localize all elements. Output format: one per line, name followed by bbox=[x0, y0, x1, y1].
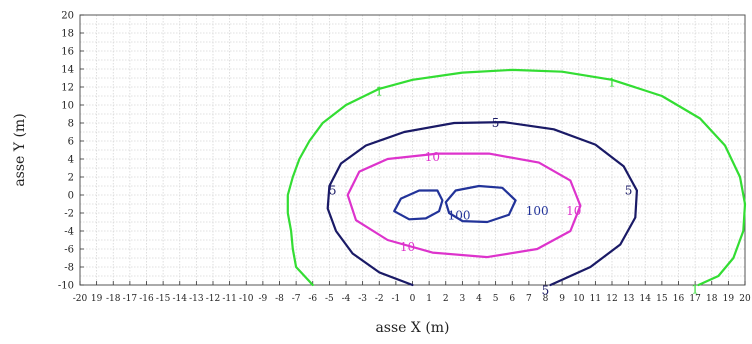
contour-labels: 1 1 1 5 5 5 5 10 10 10 100 100 bbox=[329, 76, 699, 298]
x-tick-label: 6 bbox=[509, 294, 515, 304]
x-tick-label: -17 bbox=[123, 294, 138, 304]
contour-label: 1 bbox=[375, 85, 383, 99]
x-tick-label: -3 bbox=[358, 294, 367, 304]
contour-label: 100 bbox=[526, 204, 549, 218]
contour-line-5 bbox=[444, 184, 517, 224]
x-tick-label: 13 bbox=[623, 294, 635, 304]
contour-line-4 bbox=[393, 189, 444, 221]
x-tick-label: -6 bbox=[308, 294, 317, 304]
x-tick-label: 15 bbox=[656, 294, 668, 304]
contour-line-1 bbox=[286, 68, 747, 287]
y-tick-label: 8 bbox=[68, 119, 74, 130]
y-tick-label: 2 bbox=[68, 173, 74, 184]
y-tick-label: 12 bbox=[61, 83, 74, 94]
x-tick-label: 12 bbox=[606, 294, 617, 304]
y-tick-label: 6 bbox=[68, 137, 74, 148]
contour-label: 10 bbox=[425, 150, 440, 164]
x-tick-label: 1 bbox=[426, 294, 432, 304]
y-tick-label: -10 bbox=[58, 281, 74, 292]
x-tick-label: 20 bbox=[739, 294, 751, 304]
contour-line-2 bbox=[326, 121, 638, 287]
x-tick-label: -12 bbox=[206, 294, 221, 304]
x-tick-label: 19 bbox=[723, 294, 735, 304]
contour-label: 1 bbox=[691, 283, 699, 297]
y-tick-label: 20 bbox=[61, 11, 74, 22]
y-tick-label: 4 bbox=[68, 155, 74, 166]
x-tick-label: 11 bbox=[590, 294, 601, 304]
y-tick-label: 10 bbox=[61, 101, 74, 112]
y-tick-label: 16 bbox=[61, 47, 74, 58]
contour-label: 5 bbox=[542, 283, 550, 297]
x-tick-label: 9 bbox=[559, 294, 565, 304]
x-tick-label: -10 bbox=[239, 294, 254, 304]
x-tick-label: 10 bbox=[573, 294, 585, 304]
y-tick-label: 18 bbox=[61, 29, 74, 40]
contour-label: 5 bbox=[625, 184, 633, 198]
x-tick-label: 0 bbox=[410, 294, 416, 304]
x-tick-label: -4 bbox=[342, 294, 351, 304]
x-tick-label: -9 bbox=[258, 294, 267, 304]
y-tick-label: -8 bbox=[64, 263, 74, 274]
y-axis-title: asse Y (m) bbox=[12, 113, 28, 186]
y-tick-label: -2 bbox=[64, 209, 74, 220]
y-tick-label: 14 bbox=[61, 65, 74, 76]
x-tick-label: 7 bbox=[526, 294, 532, 304]
x-tick-label: -11 bbox=[222, 294, 237, 304]
contour-label: 5 bbox=[329, 184, 337, 198]
y-tick-label: 0 bbox=[68, 191, 74, 202]
x-tick-label: 19 bbox=[91, 294, 103, 304]
x-axis-title: asse X (m) bbox=[375, 320, 449, 336]
contour-label: 5 bbox=[492, 116, 500, 130]
contour-line-3 bbox=[346, 152, 582, 259]
x-tick-label: -16 bbox=[139, 294, 154, 304]
contour-label: 100 bbox=[448, 209, 471, 223]
x-tick-label: -8 bbox=[275, 294, 284, 304]
x-tick-label: 17 bbox=[689, 294, 701, 304]
x-tick-label: -15 bbox=[156, 294, 171, 304]
x-tick-label: -7 bbox=[292, 294, 301, 304]
contour-lines bbox=[286, 68, 747, 287]
x-tick-label: 16 bbox=[673, 294, 685, 304]
x-tick-label: -13 bbox=[189, 294, 204, 304]
x-tick-label: 14 bbox=[640, 294, 652, 304]
x-tick-label: 2 bbox=[443, 294, 449, 304]
tick-labels: -20 19 -18 -17 -16 -15 -14 -13 -12 -11 -10 -9 -8 -7 -6… bbox=[58, 11, 751, 305]
contour-label: 10 bbox=[400, 240, 415, 254]
x-tick-label: -5 bbox=[325, 294, 334, 304]
y-tick-label: -6 bbox=[64, 245, 74, 256]
x-tick-label: -1 bbox=[391, 294, 400, 304]
x-tick-label: -2 bbox=[375, 294, 384, 304]
x-tick-label: 5 bbox=[493, 294, 499, 304]
x-tick-label: -14 bbox=[173, 294, 188, 304]
x-tick-label: 3 bbox=[460, 294, 466, 304]
x-tick-label: 18 bbox=[706, 294, 718, 304]
y-tick-label: -4 bbox=[64, 227, 74, 238]
contour-label: 10 bbox=[566, 204, 581, 218]
contour-label: 1 bbox=[608, 76, 616, 90]
grid bbox=[79, 14, 746, 286]
x-tick-label: 4 bbox=[476, 294, 482, 304]
x-tick-label: -20 bbox=[73, 294, 88, 304]
x-tick-label: -18 bbox=[106, 294, 121, 304]
x-tick-label: 8 bbox=[543, 294, 549, 304]
